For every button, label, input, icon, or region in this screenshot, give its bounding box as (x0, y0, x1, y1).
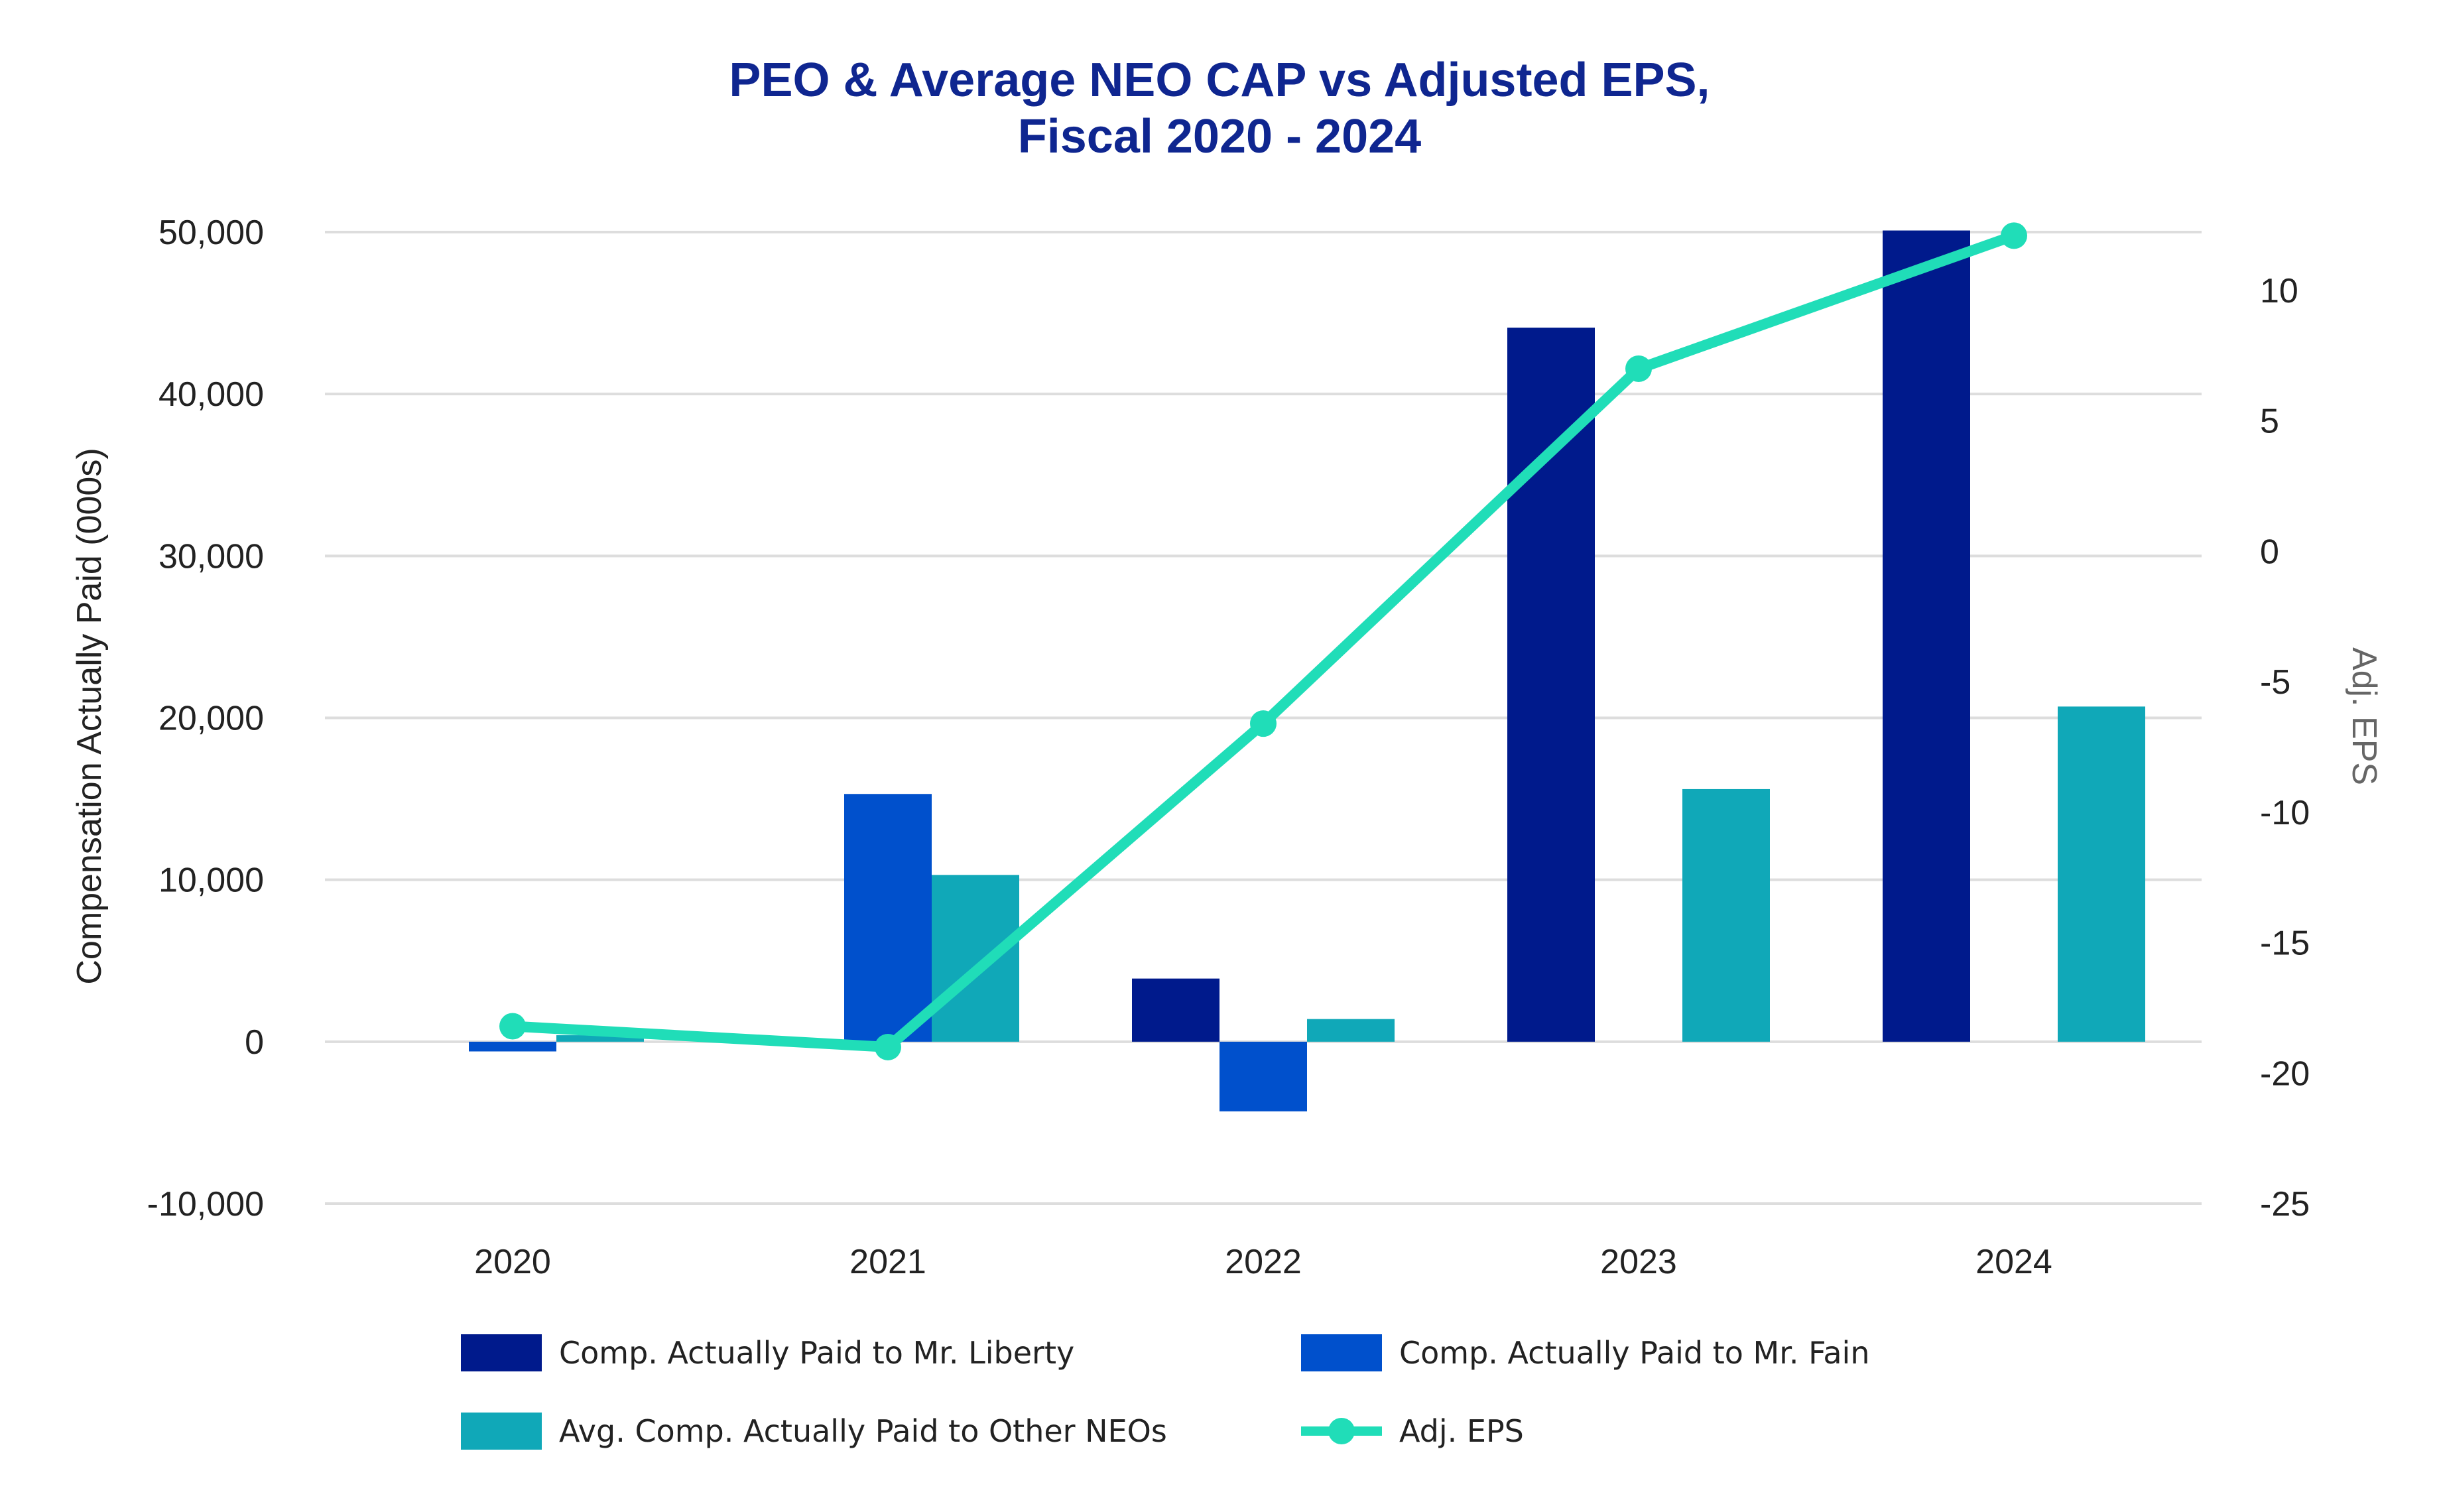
legend-item-4: Adj. EPS (1301, 1413, 1524, 1449)
y-tick-label: -10,000 (147, 1185, 264, 1224)
chart-title-line-2: Fiscal 2020 - 2024 (1018, 110, 1421, 163)
bar-3-2022 (1307, 1019, 1395, 1042)
legend-label: Comp. Actually Paid to Mr. Liberty (559, 1335, 1074, 1371)
legend-swatch-marker (1328, 1418, 1355, 1444)
y-tick-label: 10,000 (158, 861, 264, 900)
y-tick-label: 30,000 (158, 537, 264, 576)
y2-tick-label: -5 (2260, 663, 2290, 702)
legend-label: Comp. Actually Paid to Mr. Fain (1399, 1335, 1870, 1371)
eps-point-2023 (1625, 355, 1652, 383)
y2-tick-label: 5 (2260, 403, 2279, 441)
chart-title-line-1: PEO & Average NEO CAP vs Adjusted EPS, (729, 54, 1710, 107)
legend-label: Avg. Comp. Actually Paid to Other NEOs (559, 1413, 1167, 1449)
bar-1-2022 (1132, 978, 1220, 1042)
y2-tick-label: -25 (2260, 1185, 2310, 1224)
x-tick-label: 2022 (1225, 1243, 1302, 1281)
y-tick-label: 0 (245, 1023, 264, 1062)
bar-2-2020 (469, 1041, 556, 1052)
legend: Comp. Actually Paid to Mr. Liberty Comp. … (461, 1334, 1870, 1450)
y-axis-ticks: 50,000 40,000 30,000 20,000 10,000 0 -10,000 (147, 214, 264, 1224)
eps-point-2021 (875, 1033, 901, 1060)
y-tick-label: 20,000 (158, 700, 264, 738)
bar-2-2022 (1220, 1041, 1307, 1111)
bar-series (469, 230, 2145, 1111)
y-tick-label: 50,000 (158, 214, 264, 252)
y-axis-label: Compensation Actually Paid (000s) (70, 448, 109, 984)
x-axis-ticks: 2020 2021 2022 2023 2024 (474, 1243, 2052, 1281)
x-tick-label: 2023 (1600, 1243, 1677, 1281)
legend-item-3: Avg. Comp. Actually Paid to Other NEOs (461, 1413, 1167, 1450)
y2-tick-label: 0 (2260, 533, 2279, 571)
bar-3-2021 (932, 875, 1019, 1042)
x-tick-label: 2020 (474, 1243, 551, 1281)
x-tick-label: 2024 (1975, 1243, 2052, 1281)
legend-swatch (461, 1334, 542, 1371)
y2-axis-ticks: 10 5 0 -5 -10 -15 -20 -25 (2260, 272, 2310, 1224)
legend-swatch (1301, 1334, 1382, 1371)
eps-line (512, 230, 2016, 1052)
bar-3-2024 (2058, 706, 2145, 1042)
legend-item-2: Comp. Actually Paid to Mr. Fain (1301, 1334, 1870, 1371)
eps-point-2022 (1250, 710, 1277, 737)
y2-tick-label: -15 (2260, 924, 2310, 963)
y2-axis-label: Adj. EPS (2345, 647, 2383, 785)
bar-1-2024 (1883, 230, 1970, 1042)
legend-label: Adj. EPS (1399, 1413, 1524, 1449)
x-tick-label: 2021 (849, 1243, 926, 1281)
chart-title: PEO & Average NEO CAP vs Adjusted EPS, F… (729, 54, 1710, 163)
eps-line-series (499, 222, 2027, 1060)
y2-tick-label: -10 (2260, 794, 2310, 832)
bar-2-2021 (844, 794, 932, 1042)
y2-tick-label: 10 (2260, 272, 2298, 310)
bar-3-2023 (1682, 788, 1770, 1042)
y-tick-label: 40,000 (158, 375, 264, 414)
eps-point-2020 (499, 1013, 526, 1040)
bar-1-2023 (1507, 328, 1595, 1042)
y2-tick-label: -20 (2260, 1054, 2310, 1093)
legend-item-1: Comp. Actually Paid to Mr. Liberty (461, 1334, 1074, 1371)
bar-3-2020 (556, 1035, 644, 1042)
eps-point-2024 (2001, 222, 2027, 249)
legend-swatch (461, 1413, 542, 1450)
